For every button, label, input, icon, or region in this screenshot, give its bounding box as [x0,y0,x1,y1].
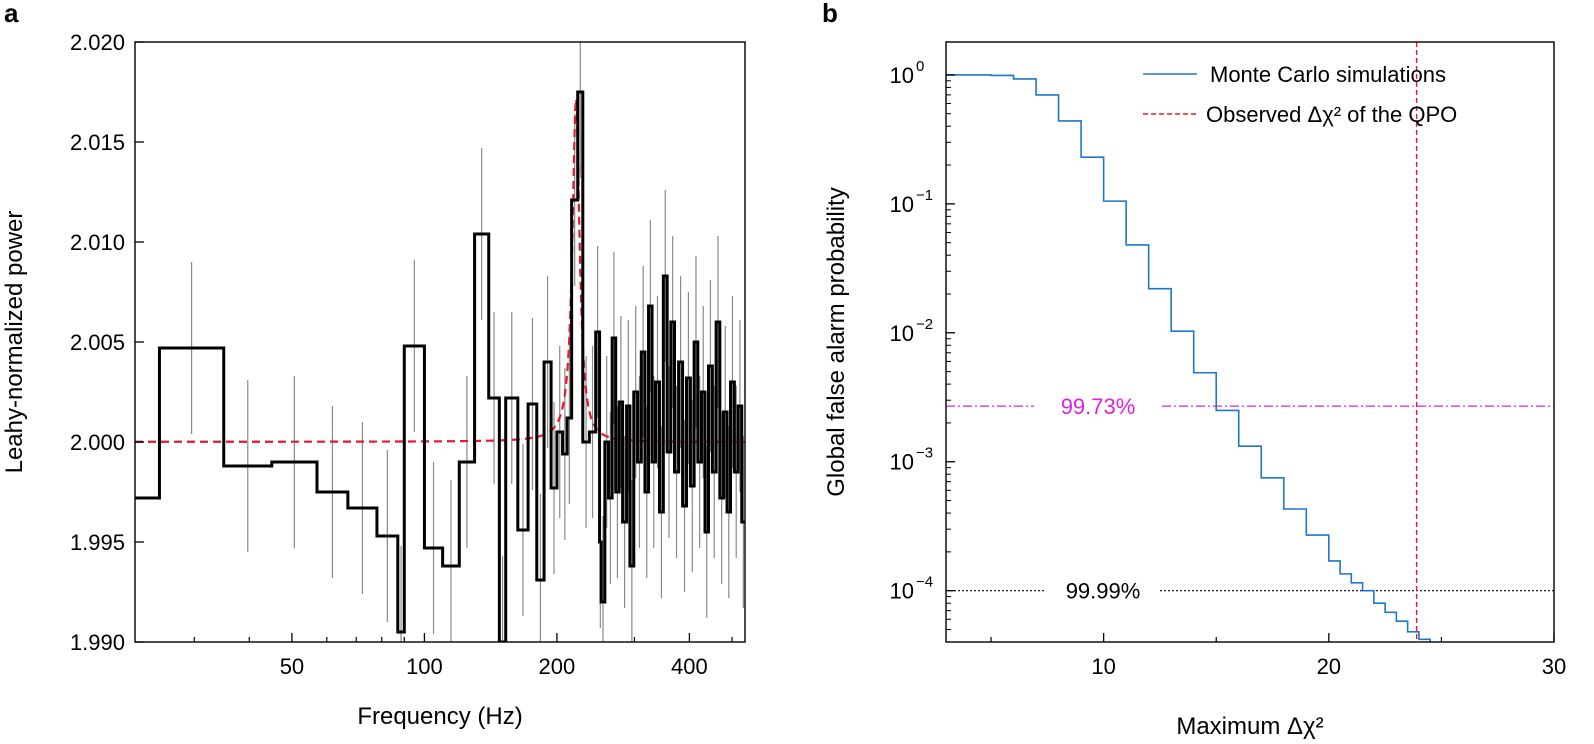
x-tick-label: 200 [539,654,576,679]
x-tick-label: 20 [1317,654,1341,679]
y-tick-label: 2.010 [70,230,125,255]
y-tick-label: 10 [890,321,914,346]
y-tick-label: 10 [890,450,914,475]
legend-mc-label: Monte Carlo simulations [1210,62,1446,87]
y-tick-label: 10 [890,63,914,88]
panel-b-xlabel: Maximum Δχ² [1176,713,1323,740]
x-tick-label: 30 [1542,654,1566,679]
panel-b-x-ticks: 10 20 30 [990,633,1566,679]
x-tick-label: 400 [671,654,708,679]
y-tick-label: 2.000 [70,430,125,455]
panel-a-label: a [4,0,19,28]
panel-b-ylabel: Global false alarm probability [823,187,850,496]
panel-a-ylabel: Leahy-normalized power [1,211,28,474]
y-tick-exponent: −2 [916,316,933,333]
panel-a-y-ticks: 1.990 1.995 2.000 2.005 2.010 2.015 2.020 [70,30,144,655]
panel-a-model [135,98,745,444]
x-tick-label: 100 [406,654,443,679]
x-tick-label: 50 [280,654,304,679]
y-tick-label: 1.990 [70,630,125,655]
panel-b-curve [946,74,1431,642]
panel-b-legend: Monte Carlo simulations Observed Δχ² of t… [1143,62,1457,127]
legend-obs-label: Observed Δχ² of the QPO [1206,102,1457,127]
y-tick-label: 10 [890,192,914,217]
panel-a-steps [135,90,745,642]
x-tick-label: 10 [1091,654,1115,679]
y-tick-label: 2.005 [70,330,125,355]
y-tick-exponent: −3 [916,445,933,462]
panel-a: a 50 100 200 400 1.990 1.995 2.000 2.005 2.010 2… [1,0,746,730]
y-tick-label: 2.015 [70,130,125,155]
panel-a-x-ticks: 50 100 200 400 [193,633,733,679]
panel-b-frame [945,41,1555,643]
y-tick-exponent: 0 [916,58,924,75]
sig4-label: 99.99% [1066,579,1141,604]
monte-carlo-curve [946,74,1431,642]
y-tick-exponent: −1 [916,187,933,204]
y-tick-label: 1.995 [70,530,125,555]
y-tick-label: 2.020 [70,30,125,55]
panel-b-threshold-lines: 99.73% 99.99% [946,42,1554,642]
sig3-label: 99.73% [1061,394,1136,419]
panel-a-xlabel: Frequency (Hz) [357,703,522,730]
y-tick-exponent: −4 [916,574,933,591]
y-tick-label: 10 [890,579,914,604]
panel-a-errorbars [190,42,744,642]
power-spectrum-steps [135,90,745,642]
panel-b-label: b [822,0,838,28]
qpo-model-line [135,98,745,444]
